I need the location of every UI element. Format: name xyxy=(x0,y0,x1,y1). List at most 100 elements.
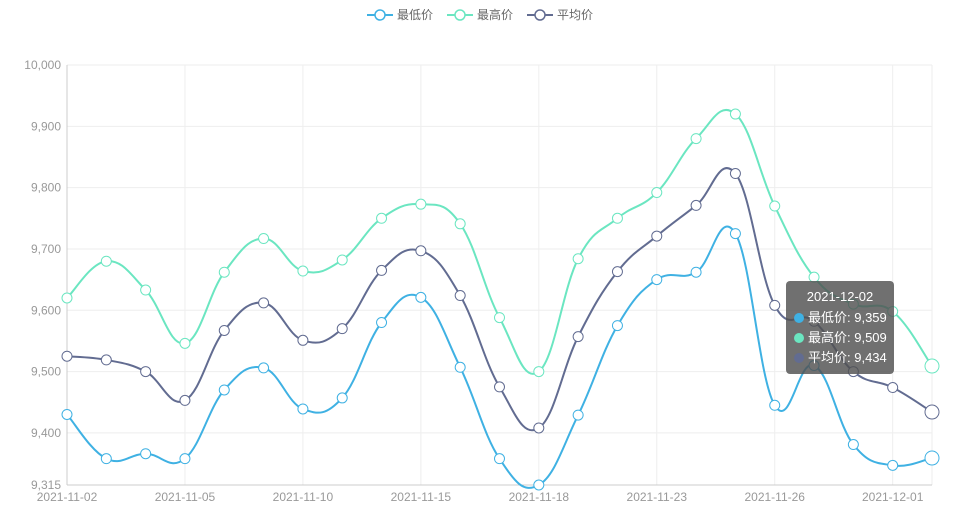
data-point xyxy=(769,399,781,411)
data-point xyxy=(376,212,388,224)
legend-item-1[interactable]: 最高价 xyxy=(446,6,513,23)
data-point xyxy=(336,323,348,335)
tooltip-label-low: 最低价: 9,359 xyxy=(808,310,887,325)
y-tick-label: 9,700 xyxy=(31,242,61,256)
data-point xyxy=(454,290,466,302)
data-point xyxy=(533,479,545,491)
tooltip-dot-high xyxy=(794,333,804,343)
data-point xyxy=(769,299,781,311)
data-point xyxy=(258,233,270,245)
legend-label: 平均价 xyxy=(557,8,594,22)
data-point xyxy=(100,354,112,366)
data-point xyxy=(415,245,427,257)
data-point xyxy=(690,266,702,278)
data-point xyxy=(140,366,152,378)
data-point xyxy=(415,291,427,303)
x-tick-label: 2021-11-15 xyxy=(391,490,452,504)
x-tick-label: 2021-11-10 xyxy=(273,490,334,504)
data-point xyxy=(729,168,741,180)
data-point xyxy=(297,265,309,277)
data-point xyxy=(611,266,623,278)
tooltip-title: 2021-12-02 xyxy=(806,289,874,304)
tooltip-dot-avg xyxy=(794,353,804,363)
tooltip-label-avg: 平均价: 9,434 xyxy=(808,350,887,365)
x-tick-label: 2021-11-02 xyxy=(37,490,98,504)
data-point xyxy=(454,218,466,230)
data-point xyxy=(336,392,348,404)
tooltip: 2021-12-02 最低价: 9,359 最高价: 9,509 平均价: 9,… xyxy=(786,281,894,374)
series-line-1 xyxy=(66,108,933,375)
legend-line-circle-icon xyxy=(366,8,393,21)
x-tick-label: 2021-11-05 xyxy=(155,490,216,504)
data-point xyxy=(572,253,584,265)
data-point xyxy=(690,133,702,145)
data-point xyxy=(924,450,940,466)
x-tick-label: 2021-11-26 xyxy=(744,490,805,504)
data-point xyxy=(572,331,584,343)
y-tick-label: 9,600 xyxy=(31,303,61,317)
data-point xyxy=(376,317,388,329)
data-point xyxy=(887,459,899,471)
data-point xyxy=(61,350,73,362)
legend-line-circle-icon xyxy=(446,8,473,21)
data-point xyxy=(61,408,73,420)
data-point xyxy=(533,366,545,378)
legend-label: 最低价 xyxy=(396,8,433,22)
data-point xyxy=(729,108,741,120)
data-point xyxy=(297,334,309,346)
data-point xyxy=(297,403,309,415)
tooltip-row-high: 最高价: 9,509 xyxy=(794,328,887,348)
data-point xyxy=(140,448,152,460)
data-point xyxy=(258,297,270,309)
data-point xyxy=(376,264,388,276)
data-point xyxy=(924,358,940,374)
y-tick-label: 9,800 xyxy=(31,181,61,195)
y-tick-label: 9,500 xyxy=(31,365,61,379)
data-point xyxy=(336,254,348,266)
tooltip-row-avg: 平均价: 9,434 xyxy=(794,348,887,368)
data-point xyxy=(494,381,505,393)
data-point xyxy=(729,228,741,240)
data-point xyxy=(494,312,505,324)
data-point xyxy=(924,404,940,420)
data-point xyxy=(179,337,191,349)
data-point xyxy=(218,384,230,396)
data-point xyxy=(572,409,584,421)
y-tick-label: 9,900 xyxy=(31,119,61,133)
data-point xyxy=(218,324,230,336)
y-tick-label: 10,000 xyxy=(24,58,61,72)
data-point xyxy=(140,284,152,296)
legend-line-circle-icon xyxy=(527,8,553,21)
series-line-2 xyxy=(66,167,933,432)
data-point xyxy=(533,422,545,434)
legend-item-0[interactable]: 最低价 xyxy=(366,6,433,23)
tooltip-label-high: 最高价: 9,509 xyxy=(808,330,887,345)
data-point xyxy=(179,453,191,465)
data-point xyxy=(258,362,270,374)
data-point xyxy=(494,453,505,465)
legend: 最低价 最高价 平均价 xyxy=(0,6,960,23)
data-point xyxy=(415,198,427,210)
y-tick-label: 9,315 xyxy=(31,478,61,492)
tooltip-dot-low xyxy=(794,313,804,323)
data-point xyxy=(179,394,191,406)
data-point xyxy=(651,187,663,199)
legend-item-2[interactable]: 平均价 xyxy=(527,6,593,23)
y-tick-label: 9,400 xyxy=(31,426,61,440)
tooltip-row-low: 最低价: 9,359 xyxy=(794,308,887,328)
data-point xyxy=(100,453,112,465)
data-point xyxy=(611,320,623,332)
data-point xyxy=(100,255,112,267)
legend-label: 最高价 xyxy=(476,8,513,22)
data-point xyxy=(651,274,663,286)
data-point xyxy=(218,266,230,278)
data-point xyxy=(611,212,623,224)
x-tick-label: 2021-12-01 xyxy=(862,490,924,504)
data-point xyxy=(847,439,859,451)
data-point xyxy=(887,382,899,394)
data-point xyxy=(61,292,73,304)
data-point xyxy=(769,200,781,212)
x-tick-label: 2021-11-23 xyxy=(627,490,688,504)
data-point xyxy=(454,361,466,373)
